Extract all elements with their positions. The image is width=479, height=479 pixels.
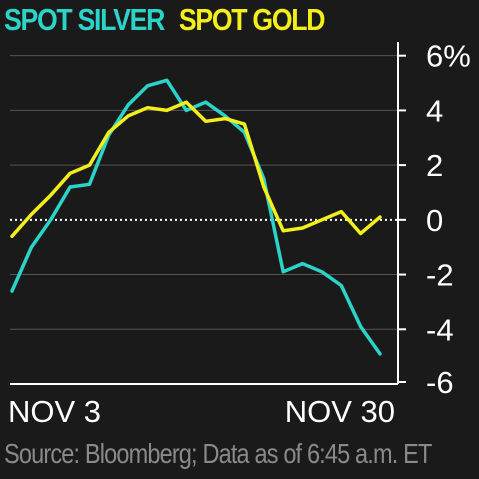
series-line-1 — [10, 100, 382, 239]
series-line-0 — [10, 78, 382, 356]
y-tick-label-1: 4 — [426, 93, 443, 128]
x-tick-label-1: NOV 30 — [285, 394, 395, 429]
y-tick-label-0: 6% — [426, 39, 471, 74]
y-tick-label-3: 0 — [426, 203, 443, 238]
legend-silver: SPOT SILVER — [4, 2, 165, 37]
y-tick-label-4: -2 — [426, 258, 454, 293]
source-note: Source: Bloomberg; Data as of 6:45 a.m. … — [4, 438, 432, 469]
y-tick-label-2: 2 — [426, 148, 443, 183]
series-group — [10, 78, 382, 356]
y-tick-labels: 6% 4 2 0 -2 -4 -6 — [398, 39, 471, 400]
x-tick-label-0: NOV 3 — [8, 394, 101, 429]
legend: SPOT SILVER SPOT GOLD — [4, 2, 333, 38]
x-tick-labels: NOV 3 NOV 30 — [8, 394, 395, 429]
y-tick-label-6: -6 — [426, 365, 454, 400]
y-tick-label-5: -4 — [426, 312, 454, 347]
gridlines — [10, 55, 398, 330]
legend-gold: SPOT GOLD — [178, 2, 326, 37]
